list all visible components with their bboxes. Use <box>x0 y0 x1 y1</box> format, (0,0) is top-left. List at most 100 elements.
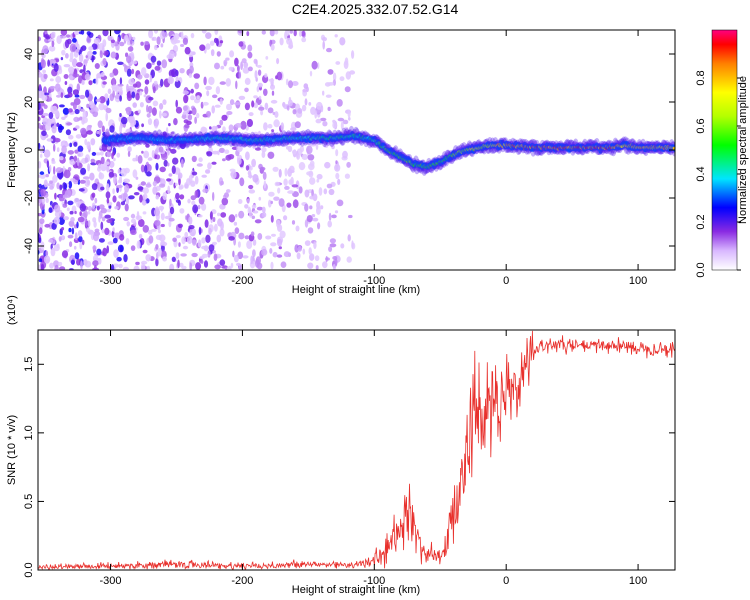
noise-speckle <box>131 91 136 99</box>
noise-speckle <box>135 92 140 101</box>
noise-speckle <box>244 204 249 209</box>
noise-speckle <box>186 235 193 244</box>
noise-speckle <box>201 237 206 244</box>
noise-speckle <box>76 221 79 229</box>
noise-speckle <box>73 179 79 185</box>
noise-speckle <box>328 212 332 221</box>
noise-speckle <box>207 162 212 170</box>
noise-speckle <box>317 222 321 230</box>
noise-speckle <box>51 125 57 134</box>
noise-speckle <box>38 84 42 91</box>
noise-speckle <box>54 204 61 213</box>
noise-speckle <box>68 220 75 227</box>
noise-speckle <box>45 173 49 178</box>
noise-speckle <box>229 50 235 58</box>
noise-speckle <box>45 250 49 257</box>
noise-speckle <box>105 112 108 122</box>
noise-speckle <box>217 218 223 227</box>
noise-speckle <box>167 185 171 195</box>
noise-speckle <box>334 34 338 38</box>
noise-speckle <box>226 103 232 111</box>
noise-speckle <box>327 220 333 228</box>
noise-speckle <box>298 30 302 37</box>
noise-speckle <box>230 170 237 180</box>
noise-speckle <box>84 157 89 163</box>
noise-speckle <box>161 153 168 161</box>
noise-speckle <box>131 218 136 224</box>
noise-speckle <box>160 206 163 212</box>
noise-speckle <box>251 215 256 220</box>
noise-speckle <box>91 192 96 198</box>
noise-speckle <box>41 53 46 59</box>
noise-speckle <box>126 221 131 227</box>
noise-speckle <box>238 232 245 240</box>
noise-speckle <box>50 247 56 257</box>
noise-speckle <box>135 154 138 162</box>
noise-speckle <box>67 200 74 206</box>
noise-speckle <box>38 116 41 122</box>
noise-speckle <box>151 150 155 158</box>
noise-speckle <box>49 164 52 173</box>
noise-speckle <box>98 257 102 265</box>
noise-speckle <box>174 182 178 187</box>
noise-speckle <box>199 44 206 51</box>
noise-speckle <box>308 170 314 178</box>
noise-speckle <box>336 199 344 207</box>
noise-speckle <box>168 123 171 127</box>
noise-speckle <box>221 197 229 206</box>
noise-speckle <box>151 37 155 41</box>
noise-speckle <box>246 118 253 128</box>
noise-speckle <box>169 206 175 215</box>
noise-speckle <box>79 241 83 250</box>
noise-speckle <box>91 202 96 210</box>
noise-speckle <box>248 189 256 194</box>
noise-speckle <box>315 142 319 151</box>
noise-speckle <box>45 35 51 40</box>
noise-speckle <box>49 85 56 89</box>
noise-speckle <box>227 265 232 270</box>
noise-speckle <box>293 30 297 37</box>
noise-speckle <box>286 37 293 45</box>
noise-speckle <box>116 152 121 158</box>
noise-speckle <box>178 178 181 186</box>
noise-speckle <box>276 71 283 81</box>
noise-speckle <box>309 70 313 77</box>
noise-speckle <box>215 86 221 95</box>
noise-speckle <box>304 98 308 106</box>
noise-speckle <box>190 95 195 101</box>
noise-speckle <box>225 154 232 161</box>
noise-speckle <box>154 30 158 34</box>
noise-speckle <box>280 122 285 131</box>
noise-speckle <box>274 30 279 35</box>
noise-speckle <box>272 166 279 172</box>
noise-speckle <box>124 34 129 42</box>
noise-speckle <box>254 70 258 80</box>
noise-speckle <box>342 150 348 159</box>
noise-speckle <box>76 157 80 167</box>
noise-speckle <box>156 60 162 66</box>
noise-speckle <box>84 138 88 146</box>
noise-speckle <box>211 105 215 114</box>
noise-speckle <box>140 41 144 46</box>
noise-speckle <box>78 53 84 63</box>
noise-speckle <box>79 116 83 121</box>
noise-speckle <box>54 192 57 200</box>
x-tick-label: 100 <box>629 575 647 587</box>
noise-speckle <box>241 58 247 64</box>
noise-speckle <box>206 142 213 147</box>
noise-speckle <box>53 244 60 252</box>
noise-speckle <box>107 241 114 245</box>
noise-speckle <box>240 120 247 130</box>
noise-speckle <box>256 206 263 211</box>
noise-speckle <box>162 99 167 105</box>
noise-speckle <box>196 95 200 100</box>
noise-speckle <box>98 238 105 243</box>
noise-speckle <box>162 32 168 38</box>
colorbar: 0.0 0.2 0.4 0.6 0.8 Normalized spectral ampl… <box>695 29 749 278</box>
noise-speckle <box>122 266 129 270</box>
noise-speckle <box>69 142 73 148</box>
noise-speckle <box>128 78 135 85</box>
noise-speckle <box>237 251 244 260</box>
noise-speckle <box>209 211 213 220</box>
noise-speckle <box>97 163 101 169</box>
